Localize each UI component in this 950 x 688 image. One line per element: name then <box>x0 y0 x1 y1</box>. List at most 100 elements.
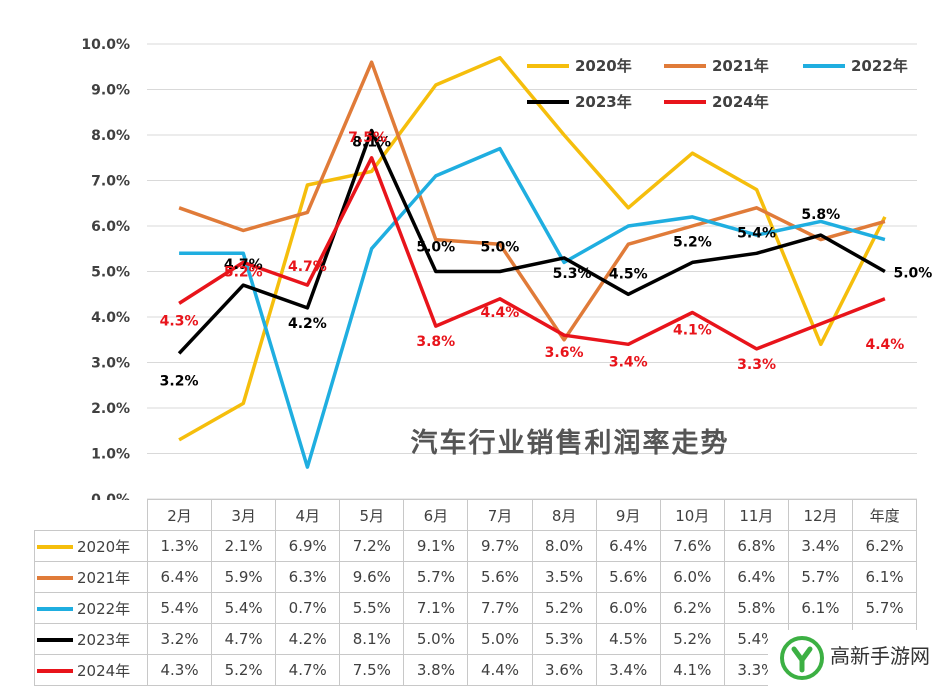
table-row: 2022年 5.4% 5.4% 0.7% 5.5% 7.1% 7.7% 5.2% 6.0% 6.2… <box>34 592 918 624</box>
table-cell: 4.5% <box>595 623 661 655</box>
data-label: 4.1% <box>673 322 712 338</box>
table-cell: 5.6% <box>595 561 661 593</box>
y-axis-ticks: 0.0% 1.0% 2.0% 3.0% 4.0% 5.0% 6.0% 7.0% 8.0% 9.0%… <box>81 37 130 500</box>
watermark-text: 高新手游网 <box>830 644 930 668</box>
table-cell: 5.7% <box>403 561 469 593</box>
table-cell: 6.8% <box>723 530 789 562</box>
table-cell: 6.0% <box>659 561 725 593</box>
table-row: 2021年 6.4% 5.9% 6.3% 9.6% 5.7% 5.6% 3.5% 5.6% 6.0… <box>34 561 918 593</box>
table-row-header: 2023年 <box>34 623 148 655</box>
table-cell: 6.3% <box>275 561 341 593</box>
table-cell: 4.1% <box>659 654 725 686</box>
table-cell: 8.1% <box>339 623 405 655</box>
legend-label: 2021年 <box>712 57 769 75</box>
legend-label: 2023年 <box>575 93 632 111</box>
table-cell: 5.4% <box>211 592 277 624</box>
data-label: 5.0% <box>416 240 455 256</box>
table-column-header: 9月 <box>595 499 661 531</box>
table-cell: 5.2% <box>211 654 277 686</box>
data-table: 2月 3月 4月 5月 6月 7月 8月 9月 10月 11月 12月 年度 2020年 1.3% 2.1… <box>34 499 918 686</box>
row-series-name: 2020年 <box>77 537 131 556</box>
table-cell: 5.2% <box>659 623 725 655</box>
y-tick-label: 7.0% <box>91 174 130 190</box>
table-corner-cell <box>34 499 148 531</box>
y-tick-label: 4.0% <box>91 310 130 326</box>
watermark: 高新手游网 <box>768 630 950 688</box>
table-cell: 6.9% <box>275 530 341 562</box>
table-cell: 0.7% <box>275 592 341 624</box>
row-swatch <box>37 638 73 642</box>
table-row-header: 2024年 <box>34 654 148 686</box>
table-cell: 6.1% <box>787 592 854 624</box>
series-line-2020年 <box>178 55 887 442</box>
table-cell: 5.8% <box>723 592 789 624</box>
table-cell: 3.2% <box>146 623 213 655</box>
series-line-2023年 <box>177 128 886 355</box>
data-label: 3.8% <box>416 334 455 350</box>
table-cell: 5.4% <box>146 592 213 624</box>
table-cell: 5.9% <box>211 561 277 593</box>
y-tick-label: 1.0% <box>91 447 130 463</box>
data-label: 5.0% <box>894 266 933 282</box>
y-tick-label: 3.0% <box>91 356 130 372</box>
table-cell: 3.6% <box>531 654 597 686</box>
table-cell: 5.6% <box>467 561 533 593</box>
table-cell: 7.6% <box>659 530 725 562</box>
table-cell: 6.4% <box>595 530 661 562</box>
y-tick-label: 6.0% <box>91 219 130 235</box>
row-swatch <box>37 607 73 611</box>
legend-label: 2020年 <box>575 57 632 75</box>
row-series-name: 2023年 <box>77 630 131 649</box>
table-row: 2020年 1.3% 2.1% 6.9% 7.2% 9.1% 9.7% 8.0% 6.4% 7.6… <box>34 530 918 562</box>
table-cell: 9.7% <box>467 530 533 562</box>
table-cell: 4.4% <box>467 654 533 686</box>
data-labels: 3.2% 4.7% 4.2% 8.1% 5.0% 5.0% 5.3% 4.5% 5.2% 5.4%… <box>160 130 933 390</box>
table-cell: 3.4% <box>595 654 661 686</box>
data-label: 3.6% <box>545 345 584 361</box>
row-series-name: 2024年 <box>77 661 131 680</box>
table-column-header: 4月 <box>275 499 341 531</box>
data-label: 3.2% <box>160 373 199 389</box>
legend-label: 2022年 <box>851 57 908 75</box>
data-label: 4.7% <box>288 259 327 275</box>
table-cell: 3.8% <box>403 654 469 686</box>
data-label: 7.5% <box>348 130 387 146</box>
data-label: 4.7% <box>224 257 263 273</box>
table-cell: 6.2% <box>659 592 725 624</box>
table-cell: 2.1% <box>211 530 277 562</box>
data-label: 4.5% <box>609 266 648 282</box>
y-tick-label: 8.0% <box>91 128 130 144</box>
table-header-row: 2月 3月 4月 5月 6月 7月 8月 9月 10月 11月 12月 年度 <box>34 499 918 531</box>
legend: 2020年 2021年 2022年 2023年 2024年 <box>527 57 908 111</box>
table-column-header: 8月 <box>531 499 597 531</box>
table-cell: 7.5% <box>339 654 405 686</box>
data-label: 8.1% <box>352 134 391 150</box>
row-series-name: 2021年 <box>77 568 131 587</box>
row-swatch <box>37 576 73 580</box>
table-column-header: 10月 <box>659 499 725 531</box>
data-label: 5.8% <box>801 207 840 223</box>
y-tick-label: 5.0% <box>91 265 130 281</box>
table-cell: 9.1% <box>403 530 469 562</box>
table-cell: 4.3% <box>146 654 213 686</box>
table-cell: 6.4% <box>723 561 789 593</box>
table-cell: 6.0% <box>595 592 661 624</box>
table-column-header: 5月 <box>339 499 405 531</box>
series-line-2024年 <box>178 156 886 351</box>
table-cell: 6.4% <box>146 561 213 593</box>
table-column-header: 12月 <box>787 499 854 531</box>
table-column-header: 6月 <box>403 499 469 531</box>
series-lines <box>177 55 887 469</box>
table-cell: 5.7% <box>787 561 854 593</box>
table-cell: 4.7% <box>211 623 277 655</box>
table-row-header: 2021年 <box>34 561 148 593</box>
data-label: 5.0% <box>481 240 520 256</box>
row-swatch <box>37 669 73 673</box>
table-cell: 6.2% <box>852 530 918 562</box>
row-series-name: 2022年 <box>77 599 131 618</box>
table-cell: 5.0% <box>403 623 469 655</box>
legend-label: 2024年 <box>712 93 769 111</box>
data-label: 5.4% <box>737 225 776 241</box>
data-label: 4.2% <box>288 316 327 332</box>
data-label: 5.3% <box>553 266 592 282</box>
